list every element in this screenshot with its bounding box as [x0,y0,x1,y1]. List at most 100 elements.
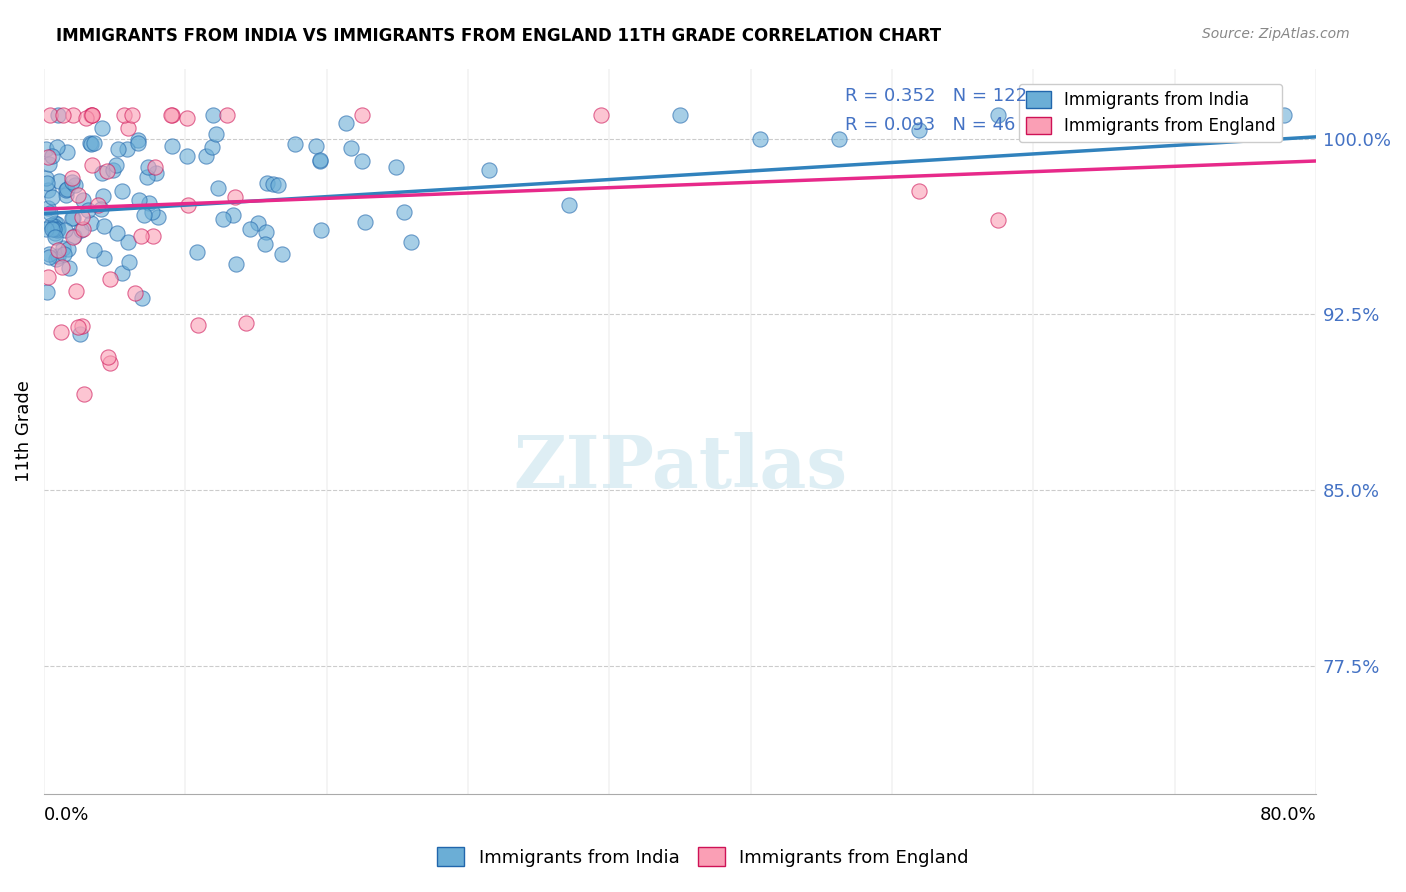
Immigrants from India [56,242,79,256]
Immigrants from India [205,127,228,141]
Immigrants from India [225,257,247,271]
Immigrants from England [87,198,110,212]
Immigrants from India [56,182,79,196]
Immigrants from England [97,351,120,365]
Immigrants from India [44,229,66,244]
Immigrants from India [146,210,169,224]
Immigrants from India [207,180,229,194]
Immigrants from India [201,108,224,122]
Immigrants from India [478,162,501,177]
Immigrants from India [91,166,114,180]
Immigrants from England [51,260,73,274]
Immigrants from India [136,170,159,185]
Immigrants from India [90,202,112,216]
Immigrants from England [70,319,93,334]
Immigrants from England [121,108,143,122]
Immigrants from India [41,222,63,236]
Immigrants from India [254,237,277,252]
Immigrants from India [76,202,98,217]
Immigrants from England [65,284,87,298]
Immigrants from India [103,163,125,178]
Immigrants from India [350,154,373,169]
Immigrants from India [138,195,160,210]
Immigrants from England [67,320,90,334]
Immigrants from India [266,178,288,193]
Immigrants from India [748,131,770,145]
Immigrants from India [44,226,66,240]
Immigrants from India [63,228,86,243]
Immigrants from India [186,244,208,259]
Immigrants from India [38,250,60,264]
Immigrants from India [392,205,415,219]
Immigrants from India [46,222,69,236]
Immigrants from India [132,208,155,222]
Immigrants from India [111,266,134,280]
Immigrants from India [105,158,128,172]
Immigrants from India [42,219,65,234]
Immigrants from India [35,221,58,235]
Immigrants from India [222,208,245,222]
Immigrants from India [115,143,138,157]
Immigrants from England [72,387,94,401]
Immigrants from India [136,160,159,174]
Immigrants from India [37,202,59,216]
Immigrants from India [987,108,1010,122]
Immigrants from India [62,211,84,226]
Immigrants from India [37,285,59,299]
Immigrants from England [145,160,167,174]
Immigrants from England [589,108,612,122]
Immigrants from England [75,112,97,126]
Immigrants from India [58,261,80,276]
Immigrants from India [55,188,77,202]
Immigrants from India [127,133,149,147]
Immigrants from England [217,108,239,122]
Text: 0.0%: 0.0% [44,806,90,824]
Immigrants from India [669,108,692,122]
Immigrants from India [127,136,149,151]
Immigrants from India [200,140,222,154]
Immigrants from India [262,177,284,191]
Immigrants from England [72,222,94,236]
Immigrants from India [271,246,294,260]
Legend: Immigrants from India, Immigrants from England: Immigrants from India, Immigrants from E… [430,840,976,874]
Immigrants from India [79,136,101,151]
Immigrants from England [46,243,69,257]
Immigrants from England [907,184,929,198]
Immigrants from India [46,249,69,263]
Immigrants from England [82,108,104,122]
Immigrants from England [70,210,93,224]
Immigrants from India [80,215,103,229]
Immigrants from India [907,123,929,137]
Immigrants from India [308,153,330,168]
Immigrants from England [62,230,84,244]
Immigrants from India [131,292,153,306]
Immigrants from England [352,108,374,122]
Immigrants from India [117,235,139,249]
Immigrants from India [60,175,83,189]
Immigrants from India [558,198,581,212]
Immigrants from England [187,318,209,332]
Text: Source: ZipAtlas.com: Source: ZipAtlas.com [1202,27,1350,41]
Immigrants from India [38,157,60,171]
Immigrants from India [91,188,114,202]
Immigrants from England [160,108,183,122]
Immigrants from India [239,221,262,235]
Immigrants from India [309,153,332,168]
Immigrants from India [42,222,65,236]
Immigrants from England [62,108,84,122]
Immigrants from England [160,108,183,122]
Text: R = 0.093   N = 46: R = 0.093 N = 46 [845,116,1015,134]
Text: 80.0%: 80.0% [1260,806,1316,824]
Legend: Immigrants from India, Immigrants from England: Immigrants from India, Immigrants from E… [1019,84,1282,142]
Text: IMMIGRANTS FROM INDIA VS IMMIGRANTS FROM ENGLAND 11TH GRADE CORRELATION CHART: IMMIGRANTS FROM INDIA VS IMMIGRANTS FROM… [56,27,942,45]
Immigrants from India [284,136,307,151]
Immigrants from India [256,176,278,190]
Immigrants from India [46,108,69,122]
Immigrants from India [107,226,129,240]
Immigrants from India [93,219,115,233]
Immigrants from India [93,251,115,265]
Immigrants from India [39,218,62,232]
Immigrants from England [98,355,121,369]
Immigrants from India [83,136,105,150]
Immigrants from India [335,116,357,130]
